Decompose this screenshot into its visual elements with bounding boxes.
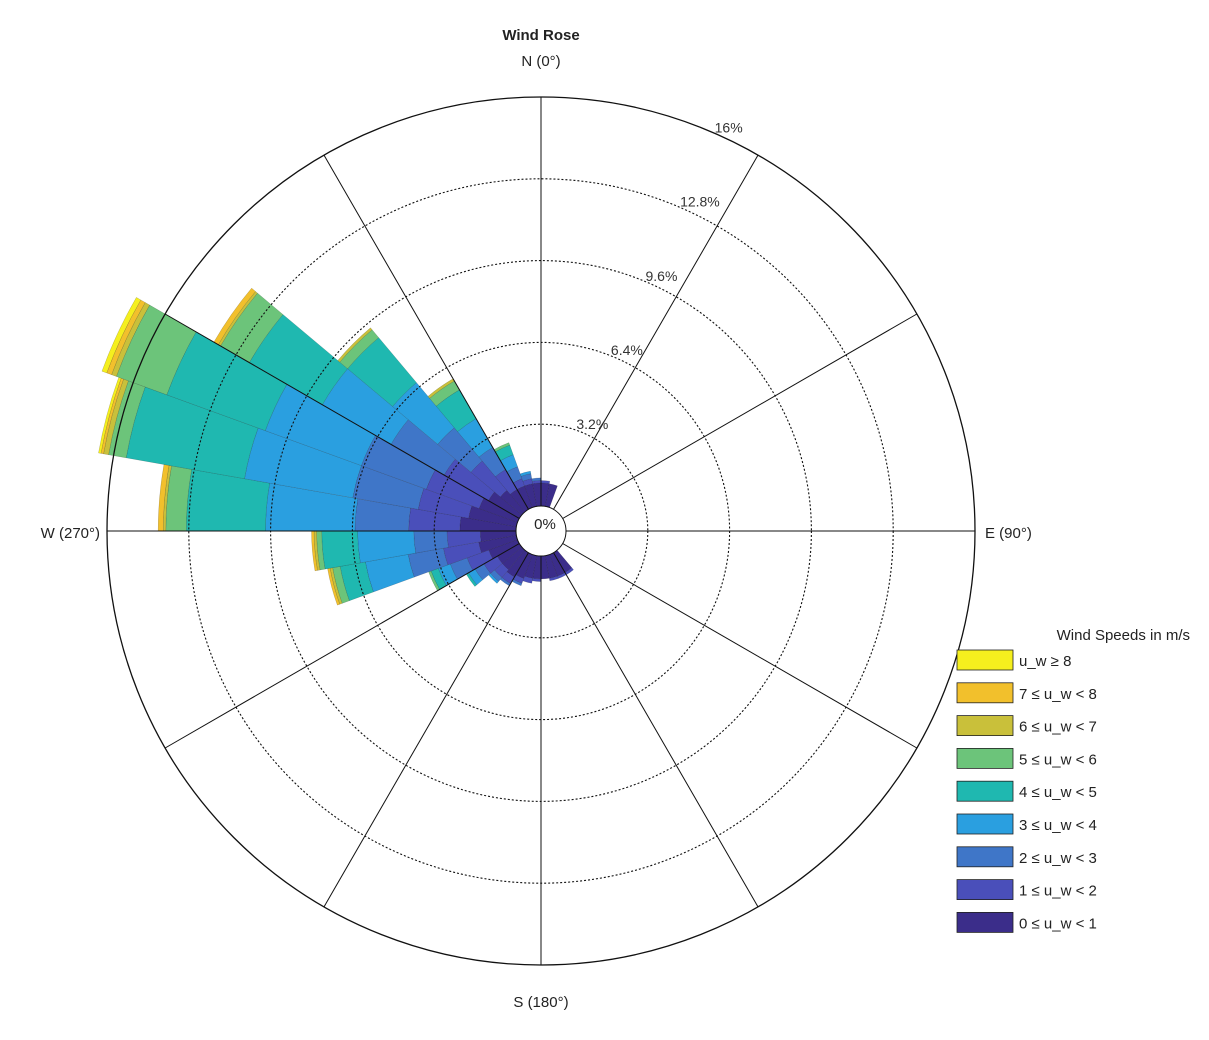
sector-295-bin-6-7 — [111, 302, 150, 377]
south-label: S (180°) — [513, 994, 568, 1011]
polar-grid — [106, 96, 976, 966]
grid-spoke-240 — [164, 543, 520, 749]
grid-spoke-120 — [562, 543, 918, 749]
legend: Wind Speeds in m/s u_w ≥ 8 7 ≤ u_w < 8 6 ≤… — [956, 627, 1190, 933]
legend-items: u_w ≥ 8 7 ≤ u_w < 8 6 ≤ u_w < 7 5 ≤ u_w < 6… — [956, 649, 1097, 933]
legend-swatch-1 — [956, 682, 1014, 704]
sector-265-bin-4-5 — [321, 530, 361, 570]
sector-345-bin-1-2 — [522, 478, 533, 487]
grid-spoke-150 — [553, 552, 759, 908]
sector-335-bin-2-3 — [506, 466, 523, 484]
radial-label-6.4: 6.4% — [611, 342, 643, 358]
radial-label-16: 16% — [715, 120, 743, 136]
sector-285-bin-2-3 — [352, 465, 425, 510]
legend-label-4: 4 ≤ u_w < 5 — [1019, 784, 1097, 801]
grid-spoke-210 — [323, 552, 529, 908]
legend-label-8: 0 ≤ u_w < 1 — [1019, 915, 1097, 932]
radial-label-9.6: 9.6% — [646, 268, 678, 284]
radial-label-3.2: 3.2% — [576, 416, 608, 432]
sector-5-bin-1-2 — [540, 480, 551, 485]
radial-label-12.8: 12.8% — [680, 194, 720, 210]
sector-185-bin-1-2 — [531, 577, 542, 582]
grid-spoke-330 — [323, 154, 529, 510]
legend-swatch-8 — [956, 912, 1014, 933]
grid-spoke-60 — [562, 313, 918, 519]
chart-title: Wind Rose — [502, 27, 579, 44]
sector-305-bin-6-7 — [217, 291, 258, 347]
grid-spoke-300 — [164, 313, 520, 519]
legend-label-5: 3 ≤ u_w < 4 — [1019, 817, 1097, 834]
sector-255-bin-5-6 — [332, 566, 350, 604]
sector-315-bin-1-2 — [470, 460, 508, 498]
sector-315-bin-6-7 — [337, 327, 373, 363]
legend-title: Wind Speeds in m/s — [1057, 627, 1190, 644]
legend-swatch-4 — [956, 780, 1014, 802]
west-label: W (270°) — [41, 525, 100, 542]
legend-label-2: 6 ≤ u_w < 7 — [1019, 719, 1097, 736]
legend-label-1: 7 ≤ u_w < 8 — [1019, 686, 1097, 703]
legend-label-6: 2 ≤ u_w < 3 — [1019, 850, 1097, 867]
sector-305-bin-7-8 — [213, 287, 256, 346]
sector-285-bin->=8 — [98, 376, 122, 454]
center-label: 0% — [534, 516, 556, 533]
sector-275-bin-2-3 — [354, 498, 411, 532]
legend-label-3: 5 ≤ u_w < 6 — [1019, 751, 1097, 768]
legend-swatch-2 — [956, 715, 1014, 736]
legend-swatch-0 — [956, 649, 1014, 671]
radial-tick-labels: 3.2% 6.4% 9.6% 12.8% 16% — [576, 120, 742, 433]
sector-345-bin-3-4 — [519, 470, 532, 477]
legend-label-0: u_w ≥ 8 — [1019, 653, 1071, 670]
legend-swatch-3 — [956, 748, 1014, 769]
sector-165-bin-1-2 — [549, 575, 559, 582]
legend-swatch-6 — [956, 846, 1014, 868]
sector-285-bin-4-5 — [125, 386, 259, 480]
grid-spoke-30 — [553, 154, 759, 510]
legend-swatch-5 — [956, 813, 1014, 835]
sector-335-bin-4-5 — [494, 444, 514, 461]
sector-215-bin-1-2 — [501, 571, 515, 584]
sector-295-bin->=8 — [101, 297, 142, 374]
north-label: N (0°) — [521, 53, 560, 70]
wind-sectors — [98, 287, 574, 606]
sector-335-bin-5-6 — [493, 442, 511, 453]
sector-315-bin-5-6 — [339, 329, 380, 370]
sector-255-bin-7-8 — [327, 567, 341, 606]
legend-swatch-7 — [956, 879, 1014, 900]
legend-label-7: 1 ≤ u_w < 2 — [1019, 883, 1097, 900]
east-label: E (90°) — [985, 525, 1032, 542]
center-hole — [515, 505, 567, 557]
sector-245-bin-3-4 — [437, 563, 458, 587]
sector-285-bin-7-8 — [100, 377, 124, 455]
sector-295-bin-5-6 — [116, 304, 197, 396]
